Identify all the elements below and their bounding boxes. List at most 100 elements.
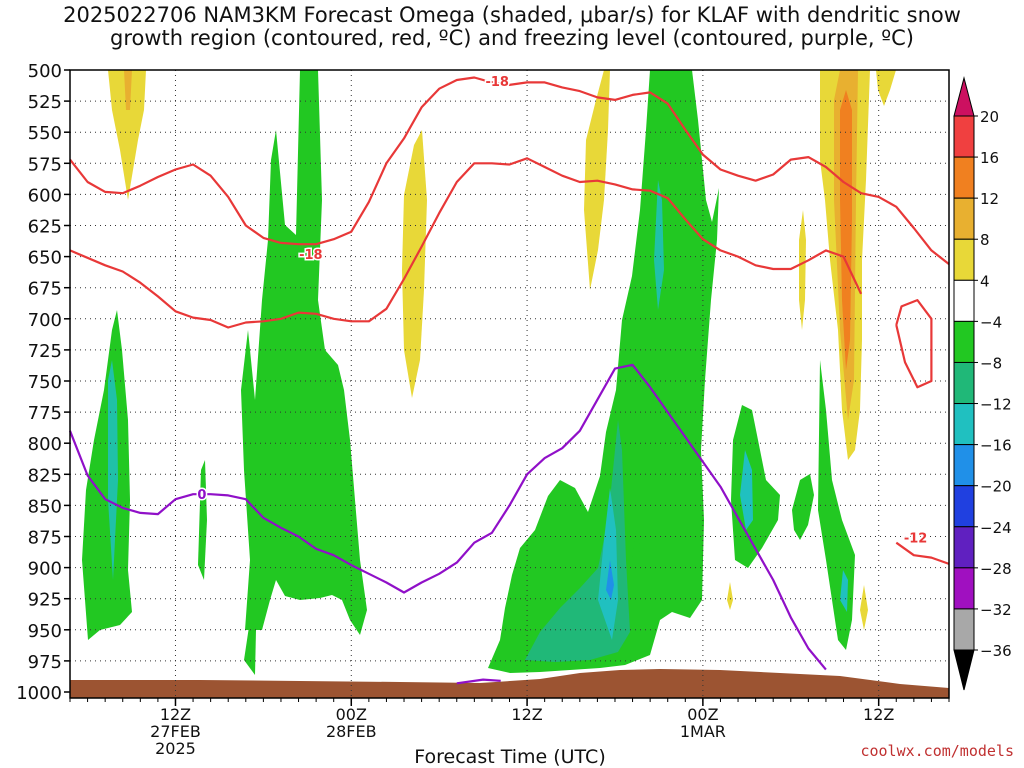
omega-sink-mid — [402, 130, 427, 398]
omega-area-small-blob — [792, 474, 814, 540]
credit-text: coolwx.com/models — [860, 742, 1014, 760]
chart-title: 2025022706 NAM3KM Forecast Omega (shaded… — [0, 4, 1024, 50]
y-tick-label: 975 — [28, 652, 62, 673]
x-tick-label: 00Z — [336, 705, 367, 724]
red-contour — [895, 299, 933, 389]
colorbar-label: −16 — [980, 437, 1012, 455]
colorbar-swatch — [953, 608, 975, 651]
omega-shading — [82, 70, 896, 675]
omega-area-left — [82, 310, 132, 640]
omega-area-mid-right-inner — [740, 450, 753, 530]
y-tick-label: 600 — [28, 185, 62, 206]
y-tick-label: 700 — [28, 310, 62, 331]
purple-contour-label: 0 — [197, 488, 206, 503]
colorbar-top-arrow — [953, 76, 975, 117]
omega-area-thin — [198, 460, 207, 580]
y-tick-label: 800 — [28, 434, 62, 455]
omega-sink-small-2 — [860, 585, 868, 630]
x-tick-label: 2025 — [155, 739, 196, 758]
omega-area-left-inner — [108, 360, 118, 580]
colorbar-swatch — [953, 115, 975, 158]
purple-contour — [68, 363, 827, 671]
colorbar-swatch — [953, 444, 975, 487]
title-line-1: 2025022706 NAM3KM Forecast Omega (shaded… — [63, 3, 961, 27]
red-contour-label: -18 — [299, 248, 323, 263]
y-tick-label: 575 — [28, 154, 62, 175]
colorbar-swatch — [953, 403, 975, 446]
colorbar-label: 12 — [980, 190, 999, 208]
colorbar-label: −20 — [980, 478, 1012, 496]
colorbar-swatch — [953, 485, 975, 528]
y-tick-label: 900 — [28, 559, 62, 580]
y-tick-label: 725 — [28, 341, 62, 362]
colorbar: 20 16 12 8 4 −4 −8 −12 −16 −20 −24 −28 −32 −36 — [953, 76, 1012, 691]
x-tick-label: 12Z — [511, 705, 542, 724]
red-contour — [69, 157, 863, 329]
omega-area-day1-small — [244, 620, 256, 675]
colorbar-swatch — [953, 567, 975, 610]
y-tick-label: 875 — [28, 528, 62, 549]
purple-contours — [68, 363, 827, 685]
x-tick-label: 12Z — [863, 705, 894, 724]
plot-frame — [69, 69, 950, 699]
omega-sink-left — [108, 70, 146, 200]
x-tick-label: 00Z — [687, 705, 718, 724]
colorbar-label: 4 — [980, 272, 990, 290]
red-contour — [895, 541, 950, 565]
omega-area-upper-cyan — [654, 180, 664, 310]
colorbar-swatch — [953, 361, 975, 405]
colorbar-label: 8 — [980, 231, 990, 249]
colorbar-swatch — [953, 279, 975, 322]
omega-sink-left-inner — [124, 70, 132, 110]
colorbar-label: −28 — [980, 560, 1012, 578]
x-tick-label: 12Z — [160, 705, 191, 724]
y-tick-label: 500 — [28, 61, 62, 82]
y-tick-label: 775 — [28, 403, 62, 424]
colorbar-label: −36 — [980, 642, 1012, 660]
y-tick-label: 825 — [28, 465, 62, 486]
colorbar-label: −12 — [980, 396, 1012, 414]
y-tick-label: 625 — [28, 217, 62, 238]
omega-sink-right-orange — [840, 90, 852, 370]
x-tick-label: 1MAR — [680, 722, 726, 741]
title-line-2: growth region (contoured, red, ºC) and f… — [110, 26, 914, 50]
x-tick-label: 28FEB — [326, 722, 377, 741]
y-tick-label: 850 — [28, 496, 62, 517]
y-tick-label: 650 — [28, 248, 62, 269]
omega-area-right-inner — [840, 570, 848, 612]
x-axis-label: Forecast Time (UTC) — [414, 746, 606, 768]
colorbar-label: −32 — [980, 601, 1012, 619]
omega-sink-top-right — [876, 70, 896, 106]
y-tick-label: 925 — [28, 590, 62, 611]
colorbar-swatch — [953, 526, 975, 569]
red-contour-label: -12 — [904, 532, 928, 547]
omega-sink-small-1 — [727, 582, 733, 610]
colorbar-label: 16 — [980, 149, 999, 167]
omega-area-day1-main — [241, 70, 367, 635]
colorbar-swatch — [953, 156, 975, 199]
colorbar-swatch — [953, 320, 975, 363]
contour-labels: -18 -18 -12 0 — [196, 74, 929, 549]
colorbar-bottom-arrow — [953, 649, 975, 691]
colorbar-label: −8 — [980, 354, 1002, 372]
colorbar-swatch — [953, 238, 975, 281]
omega-area-day2-blue — [606, 560, 614, 600]
omega-sink-thin — [799, 210, 806, 330]
terrain-band — [70, 669, 949, 698]
omega-area-mid-right — [731, 405, 780, 568]
y-axis: 500 525 550 575 600 625 650 675 700 725 750 775 800 8… — [16, 61, 70, 704]
red-contour — [69, 76, 950, 265]
y-tick-label: 550 — [28, 123, 62, 144]
colorbar-label: −4 — [980, 313, 1002, 331]
colorbar-label: 20 — [980, 108, 999, 126]
omega-area-day2-cyan — [598, 488, 618, 640]
y-tick-label: 525 — [28, 92, 62, 113]
y-tick-label: 750 — [28, 372, 62, 393]
omega-area-small-1 — [632, 530, 640, 570]
y-tick-label: 1000 — [16, 683, 62, 704]
y-tick-label: 675 — [28, 279, 62, 300]
red-contours — [69, 76, 950, 565]
colorbar-label: −24 — [980, 519, 1012, 537]
